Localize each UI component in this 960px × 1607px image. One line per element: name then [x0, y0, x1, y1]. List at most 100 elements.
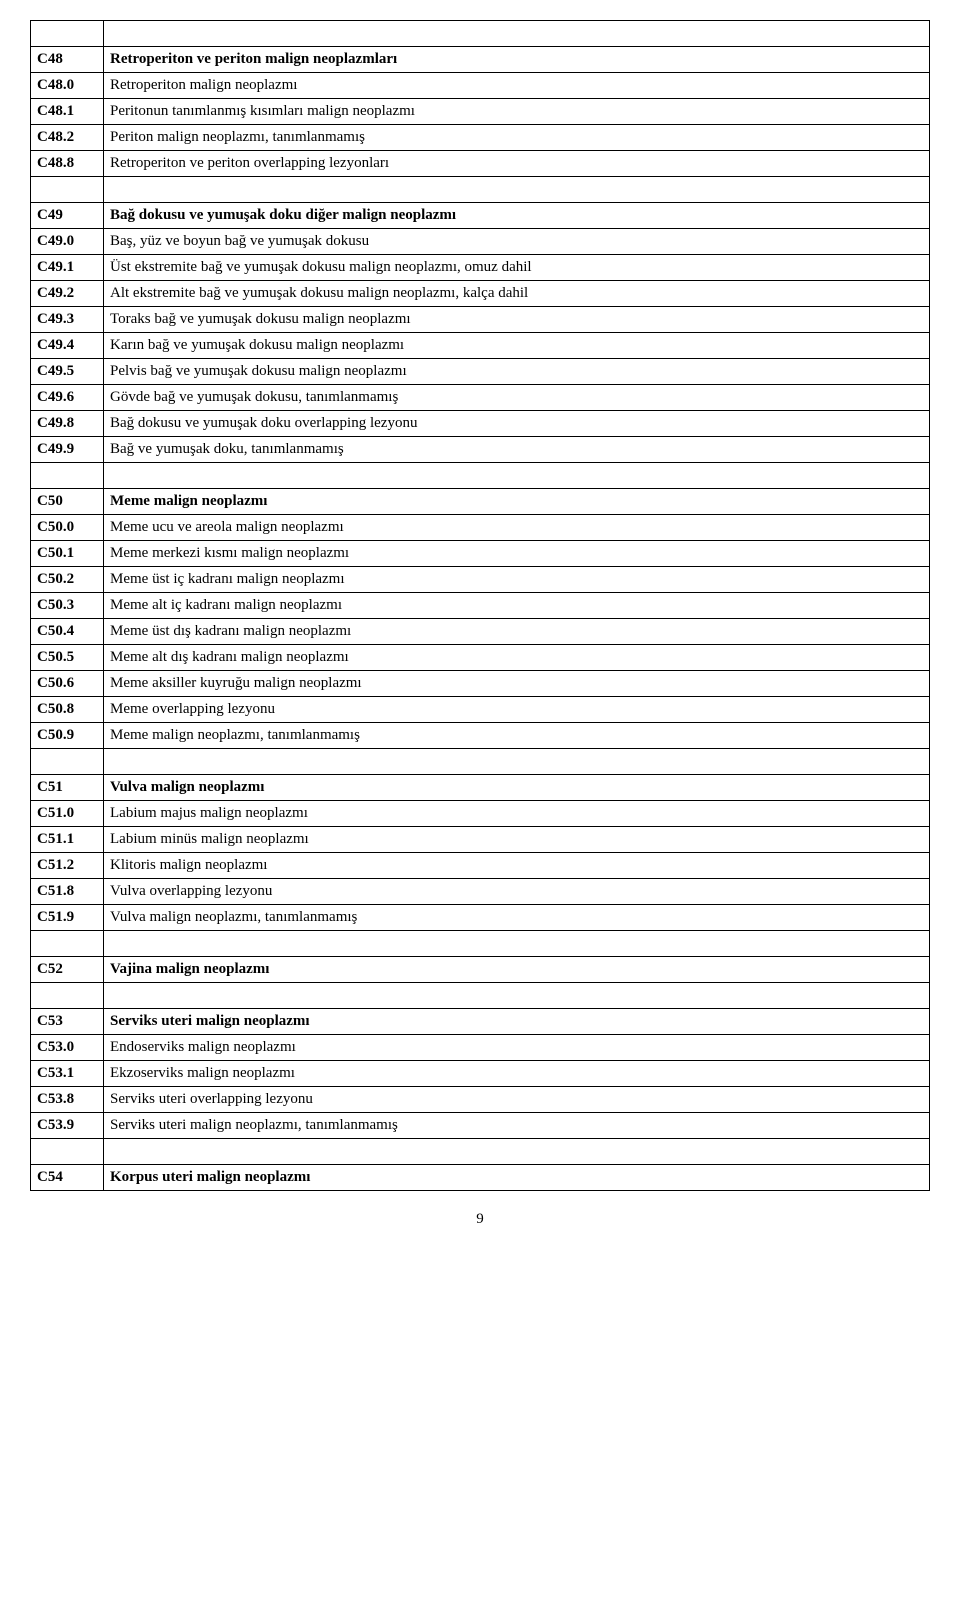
desc-cell: Vulva overlapping lezyonu: [104, 879, 930, 905]
desc-cell: Korpus uteri malign neoplazmı: [104, 1165, 930, 1191]
desc-cell: Ekzoserviks malign neoplazmı: [104, 1061, 930, 1087]
table-row: C48.8Retroperiton ve periton overlapping…: [31, 151, 930, 177]
table-row: C50.5Meme alt dış kadranı malign neoplaz…: [31, 645, 930, 671]
code-cell: C52: [31, 957, 104, 983]
desc-cell: Serviks uteri malign neoplazmı, tanımlan…: [104, 1113, 930, 1139]
table-row: C49.5Pelvis bağ ve yumuşak dokusu malign…: [31, 359, 930, 385]
code-cell: C50: [31, 489, 104, 515]
code-cell: C53: [31, 1009, 104, 1035]
table-row: C51Vulva malign neoplazmı: [31, 775, 930, 801]
table-row: C49.4Karın bağ ve yumuşak dokusu malign …: [31, 333, 930, 359]
code-cell: C51.8: [31, 879, 104, 905]
desc-cell: [104, 1139, 930, 1165]
desc-cell: [104, 463, 930, 489]
desc-cell: Serviks uteri overlapping lezyonu: [104, 1087, 930, 1113]
table-row: [31, 983, 930, 1009]
desc-cell: Peritonun tanımlanmış kısımları malign n…: [104, 99, 930, 125]
code-cell: C49.5: [31, 359, 104, 385]
code-cell: C50.5: [31, 645, 104, 671]
code-cell: C54: [31, 1165, 104, 1191]
code-cell: [31, 983, 104, 1009]
table-row: C50.9Meme malign neoplazmı, tanımlanmamı…: [31, 723, 930, 749]
table-row: C49.0Baş, yüz ve boyun bağ ve yumuşak do…: [31, 229, 930, 255]
code-cell: [31, 21, 104, 47]
desc-cell: Labium majus malign neoplazmı: [104, 801, 930, 827]
desc-cell: Retroperiton ve periton malign neoplazml…: [104, 47, 930, 73]
code-cell: C50.0: [31, 515, 104, 541]
table-row: C52Vajina malign neoplazmı: [31, 957, 930, 983]
code-cell: [31, 749, 104, 775]
code-cell: C49.2: [31, 281, 104, 307]
desc-cell: Meme overlapping lezyonu: [104, 697, 930, 723]
desc-cell: [104, 177, 930, 203]
table-row: [31, 931, 930, 957]
desc-cell: Bağ ve yumuşak doku, tanımlanmamış: [104, 437, 930, 463]
table-row: C53.1Ekzoserviks malign neoplazmı: [31, 1061, 930, 1087]
table-row: [31, 463, 930, 489]
table-row: C49.8Bağ dokusu ve yumuşak doku overlapp…: [31, 411, 930, 437]
table-row: C51.8Vulva overlapping lezyonu: [31, 879, 930, 905]
code-cell: C53.0: [31, 1035, 104, 1061]
code-cell: C49.4: [31, 333, 104, 359]
desc-cell: Meme malign neoplazmı: [104, 489, 930, 515]
code-cell: C50.4: [31, 619, 104, 645]
desc-cell: Vulva malign neoplazmı: [104, 775, 930, 801]
code-cell: C48.2: [31, 125, 104, 151]
code-cell: C48.1: [31, 99, 104, 125]
code-cell: C49.0: [31, 229, 104, 255]
table-row: C50.8Meme overlapping lezyonu: [31, 697, 930, 723]
table-row: C50.0Meme ucu ve areola malign neoplazmı: [31, 515, 930, 541]
table-row: [31, 1139, 930, 1165]
icd-code-table: C48Retroperiton ve periton malign neopla…: [30, 20, 930, 1191]
desc-cell: Meme üst dış kadranı malign neoplazmı: [104, 619, 930, 645]
page-number: 9: [30, 1211, 930, 1228]
table-row: C49.3Toraks bağ ve yumuşak dokusu malign…: [31, 307, 930, 333]
desc-cell: Vulva malign neoplazmı, tanımlanmamış: [104, 905, 930, 931]
table-row: C50.4Meme üst dış kadranı malign neoplaz…: [31, 619, 930, 645]
table-row: [31, 177, 930, 203]
table-row: C50.2Meme üst iç kadranı malign neoplazm…: [31, 567, 930, 593]
table-row: C51.2Klitoris malign neoplazmı: [31, 853, 930, 879]
desc-cell: [104, 931, 930, 957]
desc-cell: Bağ dokusu ve yumuşak doku diğer malign …: [104, 203, 930, 229]
code-cell: C49.3: [31, 307, 104, 333]
code-cell: C51.1: [31, 827, 104, 853]
code-cell: C49.1: [31, 255, 104, 281]
table-row: C53.9Serviks uteri malign neoplazmı, tan…: [31, 1113, 930, 1139]
table-row: C53.8Serviks uteri overlapping lezyonu: [31, 1087, 930, 1113]
table-row: C49.2Alt ekstremite bağ ve yumuşak dokus…: [31, 281, 930, 307]
code-cell: C50.1: [31, 541, 104, 567]
code-cell: C49.9: [31, 437, 104, 463]
desc-cell: Baş, yüz ve boyun bağ ve yumuşak dokusu: [104, 229, 930, 255]
desc-cell: Vajina malign neoplazmı: [104, 957, 930, 983]
desc-cell: Karın bağ ve yumuşak dokusu malign neopl…: [104, 333, 930, 359]
desc-cell: [104, 21, 930, 47]
desc-cell: [104, 983, 930, 1009]
table-row: C50Meme malign neoplazmı: [31, 489, 930, 515]
desc-cell: Meme aksiller kuyruğu malign neoplazmı: [104, 671, 930, 697]
desc-cell: Üst ekstremite bağ ve yumuşak dokusu mal…: [104, 255, 930, 281]
desc-cell: Meme üst iç kadranı malign neoplazmı: [104, 567, 930, 593]
desc-cell: [104, 749, 930, 775]
code-cell: C50.6: [31, 671, 104, 697]
code-cell: C51: [31, 775, 104, 801]
table-row: C51.1Labium minüs malign neoplazmı: [31, 827, 930, 853]
table-row: C50.3Meme alt iç kadranı malign neoplazm…: [31, 593, 930, 619]
table-row: C51.9Vulva malign neoplazmı, tanımlanmam…: [31, 905, 930, 931]
code-cell: C50.2: [31, 567, 104, 593]
desc-cell: Pelvis bağ ve yumuşak dokusu malign neop…: [104, 359, 930, 385]
desc-cell: Retroperiton malign neoplazmı: [104, 73, 930, 99]
code-cell: C50.3: [31, 593, 104, 619]
table-row: C50.6Meme aksiller kuyruğu malign neopla…: [31, 671, 930, 697]
code-cell: C51.9: [31, 905, 104, 931]
desc-cell: Meme malign neoplazmı, tanımlanmamış: [104, 723, 930, 749]
code-cell: [31, 931, 104, 957]
table-row: C54Korpus uteri malign neoplazmı: [31, 1165, 930, 1191]
code-cell: C51.2: [31, 853, 104, 879]
desc-cell: Bağ dokusu ve yumuşak doku overlapping l…: [104, 411, 930, 437]
table-row: C49.1Üst ekstremite bağ ve yumuşak dokus…: [31, 255, 930, 281]
code-cell: C50.8: [31, 697, 104, 723]
code-cell: C53.8: [31, 1087, 104, 1113]
desc-cell: Periton malign neoplazmı, tanımlanmamış: [104, 125, 930, 151]
code-cell: C48.8: [31, 151, 104, 177]
